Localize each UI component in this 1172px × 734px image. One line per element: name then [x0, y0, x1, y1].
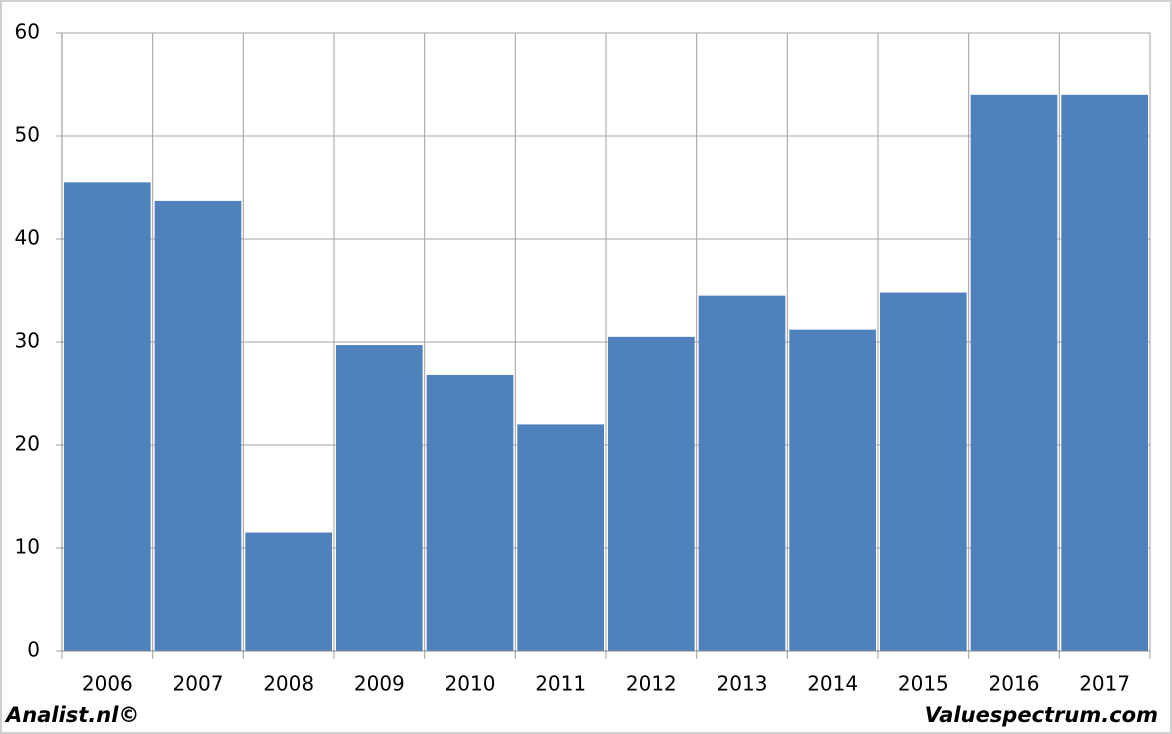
- x-tick-label: 2012: [626, 672, 677, 696]
- x-tick-label: 2014: [807, 672, 858, 696]
- x-tick-label: 2016: [989, 672, 1040, 696]
- y-tick-label: 10: [15, 535, 40, 559]
- y-tick-label: 0: [27, 638, 40, 662]
- y-tick-label: 50: [15, 123, 40, 147]
- footer-right: Valuespectrum.com: [925, 703, 1158, 727]
- bar: [1061, 94, 1148, 652]
- bar: [64, 182, 151, 651]
- bar: [880, 292, 967, 651]
- y-tick-label: 60: [15, 20, 40, 44]
- bar: [789, 329, 876, 651]
- x-tick-label: 2008: [263, 672, 314, 696]
- bar: [336, 345, 423, 651]
- x-tick-label: 2011: [535, 672, 586, 696]
- bar: [245, 532, 332, 651]
- bar: [426, 374, 514, 651]
- footer-left: Analist.nl©: [4, 703, 139, 727]
- x-tick-label: 2013: [717, 672, 768, 696]
- x-tick-label: 2015: [898, 672, 949, 696]
- y-tick-label: 20: [15, 432, 40, 456]
- bar: [154, 200, 242, 651]
- bar: [970, 94, 1058, 652]
- y-tick-label: 40: [15, 226, 40, 250]
- x-tick-label: 2007: [173, 672, 224, 696]
- x-tick-label: 2017: [1079, 672, 1130, 696]
- bar: [608, 336, 695, 651]
- x-tick-label: 2010: [445, 672, 496, 696]
- bar: [517, 424, 604, 651]
- y-tick-label: 30: [15, 329, 40, 353]
- bar: [698, 295, 786, 651]
- x-tick-label: 2009: [354, 672, 405, 696]
- x-tick-label: 2006: [82, 672, 133, 696]
